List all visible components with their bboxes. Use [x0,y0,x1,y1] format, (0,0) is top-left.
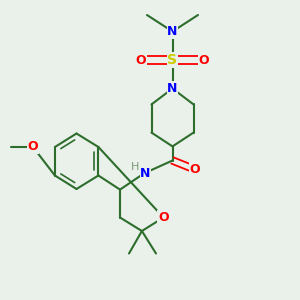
Text: N: N [140,167,151,180]
Text: S: S [167,53,178,67]
Text: N: N [167,82,178,95]
Text: O: O [28,140,38,154]
Text: O: O [190,163,200,176]
Text: O: O [158,211,169,224]
Text: H: H [131,162,139,172]
Text: O: O [199,53,209,67]
Text: N: N [167,25,178,38]
Text: O: O [136,53,146,67]
